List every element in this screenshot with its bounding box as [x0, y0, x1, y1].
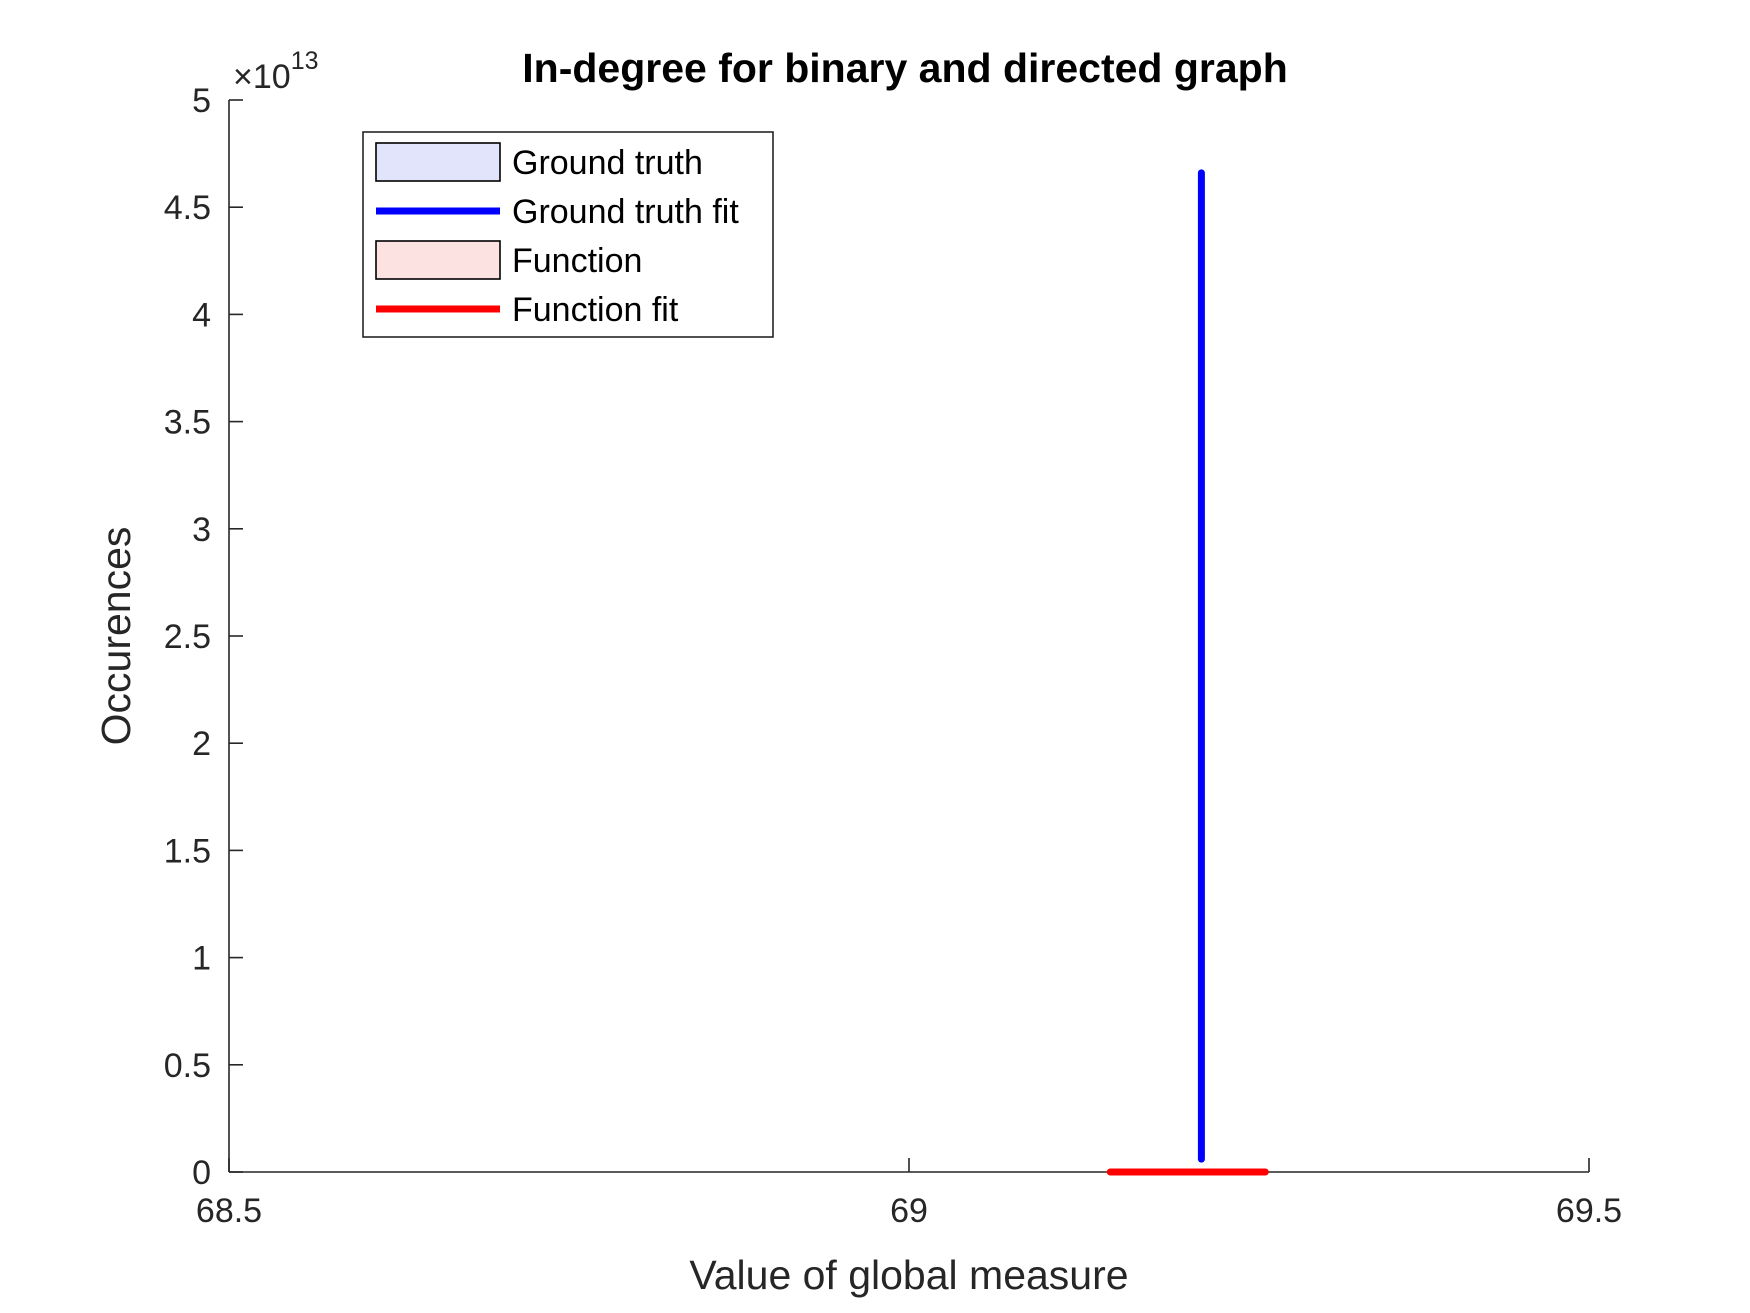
y-tick-label: 4.5: [164, 189, 211, 227]
x-ticks: 68.5 69 69.5: [196, 1158, 1622, 1230]
y-exponent-power: 13: [291, 47, 319, 75]
y-tick-label: 3: [192, 511, 211, 549]
y-tick-label: 2.5: [164, 618, 211, 656]
legend-label-ground-truth-fit: Ground truth fit: [512, 193, 739, 231]
x-axis-label: Value of global measure: [689, 1252, 1128, 1298]
legend-label-ground-truth: Ground truth: [512, 144, 703, 182]
chart-title: In-degree for binary and directed graph: [522, 45, 1287, 91]
x-tick-label: 68.5: [196, 1192, 262, 1230]
y-tick-label: 5: [192, 82, 211, 120]
legend-label-function-fit: Function fit: [512, 291, 679, 329]
y-tick-label: 0.5: [164, 1047, 211, 1085]
y-tick-label: 0: [192, 1154, 211, 1192]
plot-area: 0 0.5 1 1.5 2 2.5 3 3.5 4 4.5 5 68.5 69 69.5: [164, 82, 1622, 1230]
series-layer: [1106, 169, 1269, 1176]
legend-swatch-function: [375, 240, 501, 280]
y-tick-label: 2: [192, 725, 211, 763]
y-axis-label: Occurences: [93, 527, 139, 746]
x-tick-label: 69: [890, 1192, 928, 1230]
legend-label-function: Function: [512, 242, 642, 280]
y-axis-exponent-label: ×1013: [233, 47, 319, 96]
y-tick-label: 3.5: [164, 404, 211, 442]
y-ticks: 0 0.5 1 1.5 2 2.5 3 3.5 4 4.5 5: [164, 82, 243, 1192]
legend: Ground truth Ground truth fit Function Func…: [362, 131, 774, 338]
svg-text:×1013: ×1013: [233, 47, 319, 96]
x-tick-label: 69.5: [1556, 1192, 1622, 1230]
y-tick-label: 4: [192, 296, 211, 334]
y-tick-label: 1: [192, 940, 211, 978]
legend-swatch-ground-truth: [375, 142, 501, 182]
y-tick-label: 1.5: [164, 832, 211, 870]
y-exponent-prefix: ×10: [233, 58, 291, 96]
